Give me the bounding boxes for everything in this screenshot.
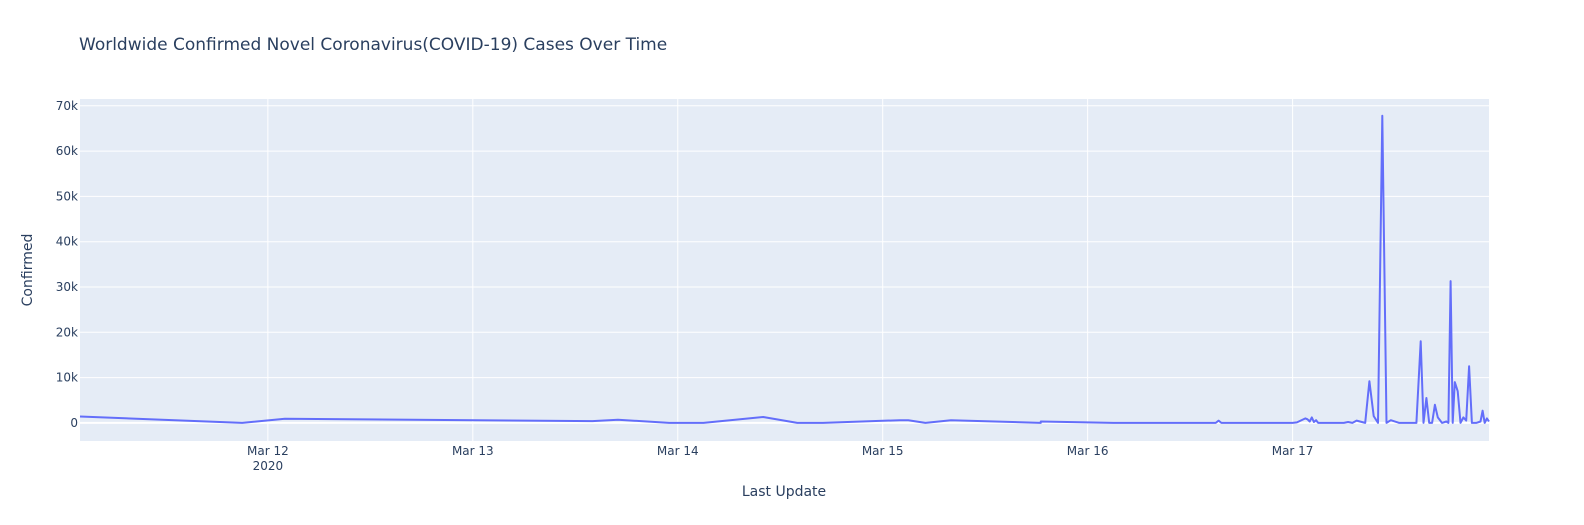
x-tick-label: Mar 12 bbox=[247, 444, 289, 458]
y-tick-label: 60k bbox=[56, 144, 78, 158]
x-gridlines bbox=[267, 99, 1294, 441]
y-tick-label: 20k bbox=[56, 325, 78, 339]
y-tick-label: 10k bbox=[56, 371, 78, 385]
y-tick-labels: 0 10k 20k 30k 40k 50k 60k 70k bbox=[56, 99, 78, 430]
y-tick-label: 0 bbox=[70, 416, 78, 430]
confirmed-cases-line bbox=[79, 114, 1490, 424]
x-tick-label: Mar 14 bbox=[657, 444, 699, 458]
plot-area bbox=[80, 99, 1489, 441]
x-tick-year-label: 2020 bbox=[253, 459, 284, 473]
y-axis-title: Confirmed bbox=[20, 234, 36, 307]
y-tick-label: 40k bbox=[56, 235, 78, 249]
x-tick-label: Mar 17 bbox=[1272, 444, 1314, 458]
y-tick-label: 70k bbox=[56, 99, 78, 113]
x-tick-label: Mar 16 bbox=[1067, 444, 1109, 458]
y-tick-label: 50k bbox=[56, 189, 78, 203]
y-gridlines bbox=[80, 105, 1489, 424]
x-axis-title: Last Update bbox=[742, 484, 826, 500]
x-tick-label: Mar 13 bbox=[452, 444, 494, 458]
y-tick-label: 30k bbox=[56, 280, 78, 294]
chart-title: Worldwide Confirmed Novel Coronavirus(CO… bbox=[79, 35, 667, 55]
x-tick-label: Mar 15 bbox=[862, 444, 904, 458]
